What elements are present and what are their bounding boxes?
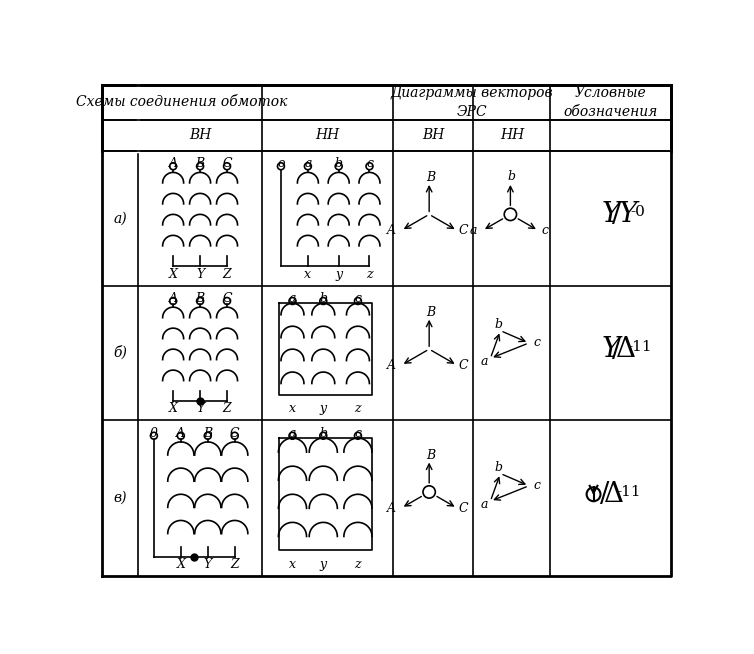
Text: C: C [458, 224, 468, 237]
Text: /: / [612, 336, 621, 362]
Text: A: A [169, 292, 178, 305]
Text: a: a [480, 498, 488, 511]
Text: Условные
обозначения: Условные обозначения [563, 86, 657, 118]
Text: b: b [319, 292, 327, 305]
Text: X: X [176, 558, 185, 571]
Text: Y: Y [204, 558, 212, 571]
Text: B: B [426, 171, 435, 184]
Text: ВН: ВН [421, 128, 444, 143]
Text: X: X [169, 267, 178, 281]
Text: b: b [508, 170, 516, 183]
Text: -11: -11 [627, 340, 652, 354]
Text: Y: Y [601, 201, 620, 228]
Text: C: C [458, 502, 468, 515]
Text: C: C [458, 359, 468, 372]
Text: ВН: ВН [189, 128, 211, 143]
Text: A: A [169, 157, 178, 170]
Text: B: B [426, 449, 435, 462]
Text: а): а) [114, 211, 127, 225]
Text: B: B [204, 426, 213, 439]
Text: /: / [612, 201, 621, 228]
Text: c: c [533, 479, 540, 492]
Text: c: c [366, 157, 373, 170]
Text: A: A [388, 359, 397, 372]
Text: Y: Y [196, 267, 204, 281]
Text: НН: НН [315, 128, 339, 143]
Text: x: x [289, 402, 296, 415]
Text: c: c [354, 426, 361, 439]
Text: -0: -0 [630, 205, 645, 219]
Text: B: B [426, 305, 435, 318]
Text: Z: Z [222, 267, 231, 281]
Text: Y: Y [601, 336, 620, 362]
Text: Z: Z [222, 402, 231, 415]
Text: z: z [354, 558, 361, 571]
Text: a: a [304, 157, 311, 170]
Text: C: C [222, 292, 231, 305]
Text: A: A [176, 426, 185, 439]
Text: a: a [470, 224, 477, 237]
Text: a: a [289, 426, 296, 439]
Text: A: A [388, 502, 397, 515]
Text: 0: 0 [150, 426, 158, 439]
Text: /: / [599, 481, 609, 508]
Text: Z: Z [231, 558, 239, 571]
Text: c: c [354, 292, 361, 305]
Text: Схемы соединения обмоток: Схемы соединения обмоток [76, 95, 288, 109]
Text: z: z [366, 267, 372, 281]
Text: y: y [320, 402, 326, 415]
Text: b: b [335, 157, 342, 170]
Text: y: y [335, 267, 342, 281]
Text: в): в) [114, 491, 127, 505]
Text: y: y [320, 558, 326, 571]
Text: B: B [195, 157, 204, 170]
Text: a: a [289, 292, 296, 305]
Text: z: z [354, 402, 361, 415]
Text: o: o [277, 157, 285, 170]
Text: Δ: Δ [605, 481, 624, 508]
Text: c: c [542, 224, 549, 237]
Text: c: c [533, 336, 540, 349]
Text: НН: НН [500, 128, 524, 143]
Text: Y: Y [196, 402, 204, 415]
Text: b: b [495, 461, 503, 474]
Text: B: B [195, 292, 204, 305]
Text: -11: -11 [616, 485, 640, 499]
Text: b: b [495, 318, 503, 331]
Text: C: C [230, 426, 240, 439]
Text: C: C [222, 157, 231, 170]
Text: x: x [289, 558, 296, 571]
Text: b: b [319, 426, 327, 439]
Text: Диаграммы векторов
ЭРС: Диаграммы векторов ЭРС [391, 86, 553, 118]
Text: a: a [480, 355, 488, 368]
Text: A: A [388, 224, 397, 237]
Text: X: X [169, 402, 178, 415]
Text: Δ: Δ [616, 336, 636, 362]
Text: Y: Y [618, 201, 636, 228]
Text: б): б) [113, 346, 127, 360]
Text: x: x [305, 267, 311, 281]
